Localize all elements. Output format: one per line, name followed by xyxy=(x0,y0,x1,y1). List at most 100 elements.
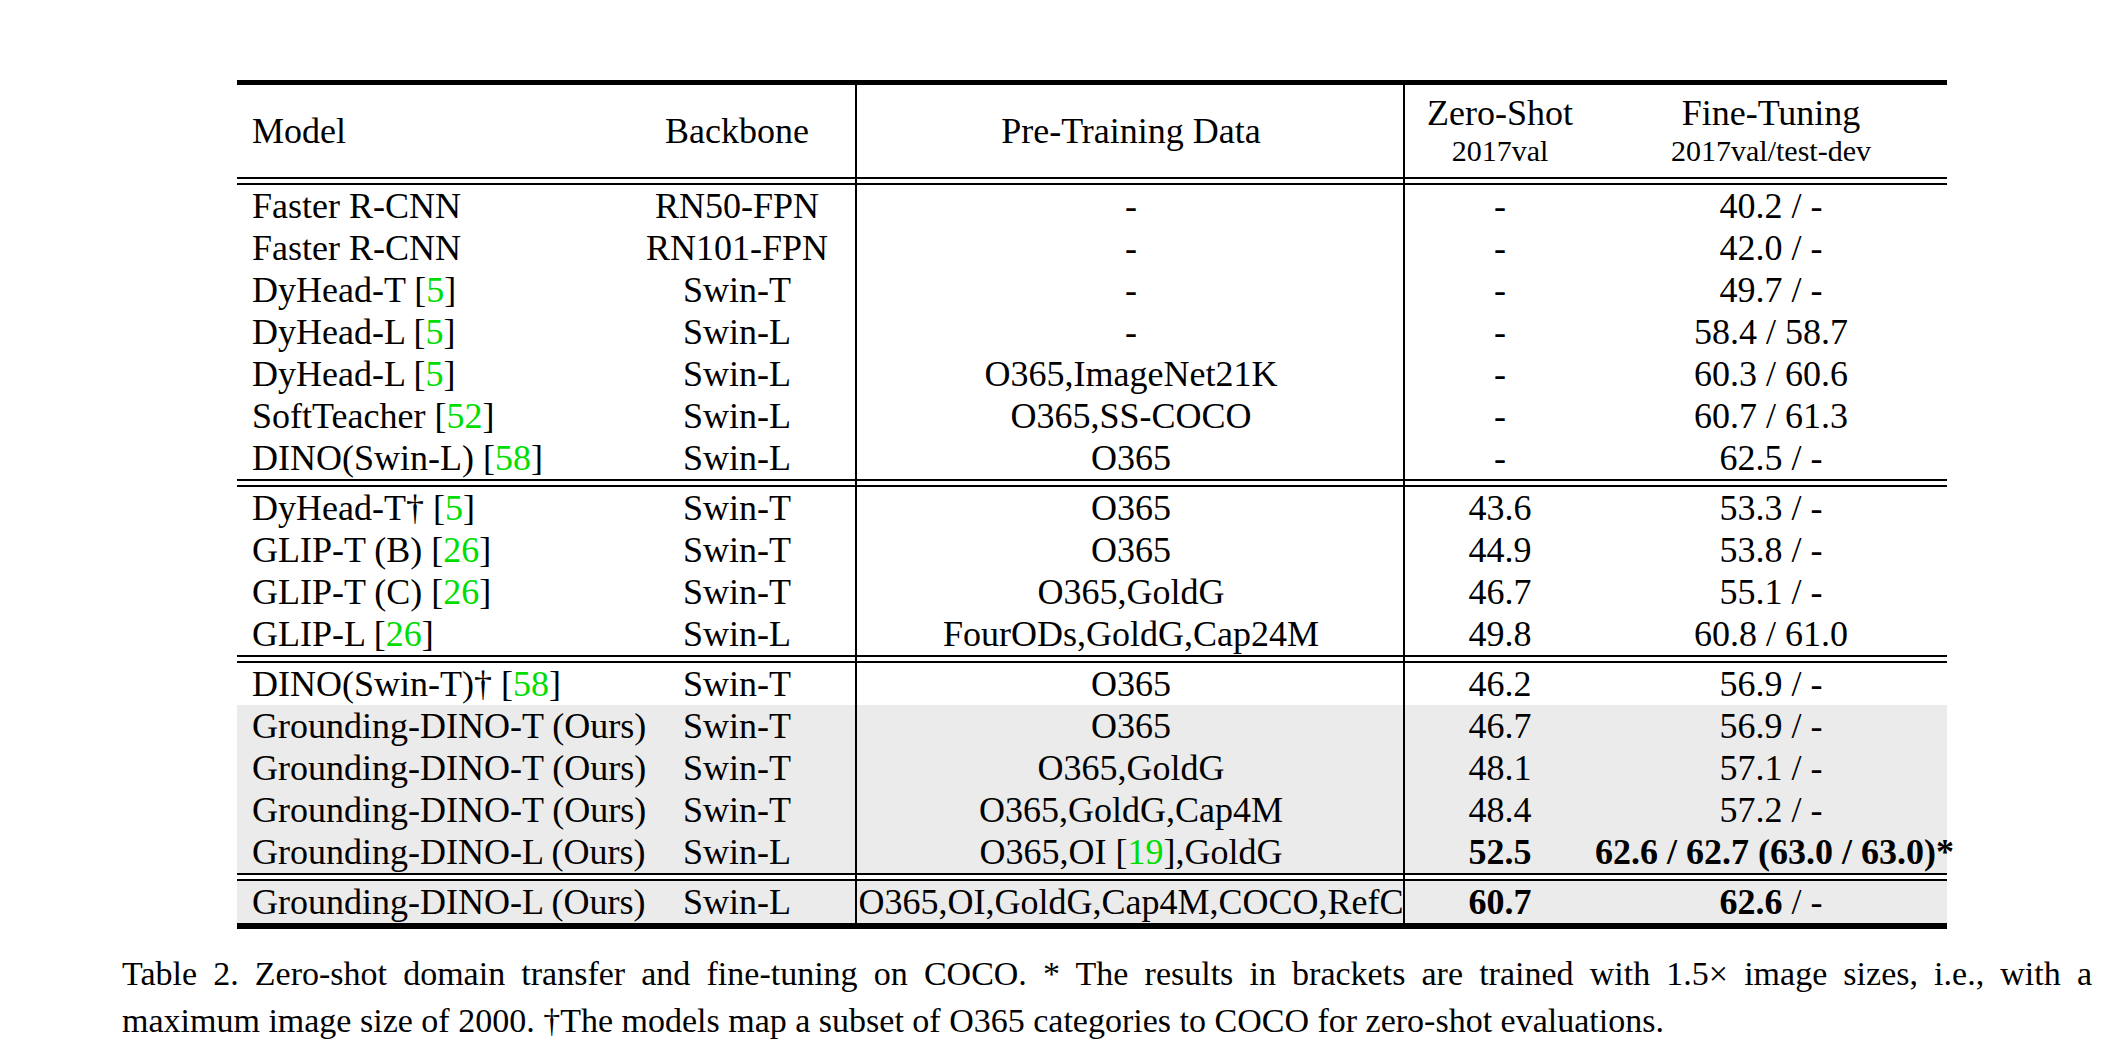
cell-zero-shot: 46.2 xyxy=(1405,663,1595,705)
cell-pretraining-data: - xyxy=(857,311,1405,353)
results-table: Model Backbone Pre-Training Data Zero-Sh… xyxy=(237,80,1947,929)
cell-zero-shot: - xyxy=(1405,269,1595,311)
cell-zero-shot: 48.1 xyxy=(1405,747,1595,789)
zero-shot-subtitle: 2017val xyxy=(1452,134,1549,169)
cell-backbone: Swin-T xyxy=(617,705,857,747)
cell-zero-shot: - xyxy=(1405,227,1595,269)
column-header-backbone: Backbone xyxy=(617,85,857,177)
cell-fine-tuning: 60.3 / 60.6 xyxy=(1595,353,1947,395)
cell-backbone: Swin-T xyxy=(617,747,857,789)
cell-model: DyHead-L [5] xyxy=(237,311,617,353)
citation-link[interactable]: 52 xyxy=(446,396,482,436)
table-row: Grounding-DINO-L (Ours)Swin-LO365,OI,Gol… xyxy=(237,881,1947,923)
cell-pretraining-data: - xyxy=(857,185,1405,227)
cell-zero-shot: 48.4 xyxy=(1405,789,1595,831)
cell-fine-tuning: 56.9 / - xyxy=(1595,663,1947,705)
cell-zero-shot: 43.6 xyxy=(1405,487,1595,529)
cell-zero-shot: 46.7 xyxy=(1405,571,1595,613)
cell-pretraining-data: O365 xyxy=(857,663,1405,705)
table-bottom-rule xyxy=(237,923,1947,929)
cell-fine-tuning: 62.6 / - xyxy=(1595,881,1947,923)
cell-backbone: Swin-T xyxy=(617,487,857,529)
cell-zero-shot: 46.7 xyxy=(1405,705,1595,747)
table-row: DyHead-L [5]Swin-LO365,ImageNet21K-60.3 … xyxy=(237,353,1947,395)
cell-backbone: Swin-T xyxy=(617,663,857,705)
citation-link[interactable]: 26 xyxy=(386,614,422,654)
cell-zero-shot: - xyxy=(1405,395,1595,437)
cell-model: Grounding-DINO-L (Ours) xyxy=(237,831,617,873)
cell-zero-shot: 49.8 xyxy=(1405,613,1595,655)
cell-pretraining-data: O365,OI,GoldG,Cap4M,COCO,RefC xyxy=(857,881,1405,923)
table-block: Grounding-DINO-L (Ours)Swin-LO365,OI,Gol… xyxy=(237,881,1947,923)
cell-fine-tuning: 53.3 / - xyxy=(1595,487,1947,529)
column-header-pretraining-data: Pre-Training Data xyxy=(857,85,1405,177)
cell-zero-shot: 44.9 xyxy=(1405,529,1595,571)
citation-link[interactable]: 5 xyxy=(445,488,463,528)
table-block: Faster R-CNNRN50-FPN--40.2 / -Faster R-C… xyxy=(237,185,1947,479)
block-separator-rule xyxy=(237,655,1947,663)
cell-pretraining-data: O365 xyxy=(857,529,1405,571)
citation-link[interactable]: 58 xyxy=(495,438,531,478)
column-header-model: Model xyxy=(237,85,617,177)
cell-model: SoftTeacher [52] xyxy=(237,395,617,437)
caption-line-1: Table 2. Zero-shot domain transfer and f… xyxy=(122,950,2092,997)
cell-backbone: RN50-FPN xyxy=(617,185,857,227)
cell-fine-tuning: 40.2 / - xyxy=(1595,185,1947,227)
cell-backbone: Swin-T xyxy=(617,571,857,613)
table-row: SoftTeacher [52]Swin-LO365,SS-COCO-60.7 … xyxy=(237,395,1947,437)
cell-backbone: Swin-T xyxy=(617,789,857,831)
table-body: Faster R-CNNRN50-FPN--40.2 / -Faster R-C… xyxy=(237,185,1947,923)
cell-fine-tuning: 53.8 / - xyxy=(1595,529,1947,571)
column-header-zero-shot: Zero-Shot 2017val xyxy=(1405,85,1595,177)
table-row: DyHead-T† [5]Swin-TO36543.653.3 / - xyxy=(237,487,1947,529)
table-row: GLIP-L [26]Swin-LFourODs,GoldG,Cap24M49.… xyxy=(237,613,1947,655)
cell-fine-tuning: 56.9 / - xyxy=(1595,705,1947,747)
cell-zero-shot: 60.7 xyxy=(1405,881,1595,923)
cell-model: GLIP-T (B) [26] xyxy=(237,529,617,571)
table-row: Grounding-DINO-T (Ours)Swin-TO365,GoldG4… xyxy=(237,747,1947,789)
cell-fine-tuning: 60.8 / 61.0 xyxy=(1595,613,1947,655)
cell-fine-tuning: 62.5 / - xyxy=(1595,437,1947,479)
block-separator-rule xyxy=(237,873,1947,881)
cell-model: DyHead-L [5] xyxy=(237,353,617,395)
cell-model: Grounding-DINO-L (Ours) xyxy=(237,881,617,923)
table-row: GLIP-T (B) [26]Swin-TO36544.953.8 / - xyxy=(237,529,1947,571)
table-row: Faster R-CNNRN50-FPN--40.2 / - xyxy=(237,185,1947,227)
cell-model: Faster R-CNN xyxy=(237,227,617,269)
citation-link[interactable]: 19 xyxy=(1127,832,1163,872)
citation-link[interactable]: 5 xyxy=(426,270,444,310)
cell-pretraining-data: O365 xyxy=(857,705,1405,747)
cell-model: Faster R-CNN xyxy=(237,185,617,227)
cell-pretraining-data: O365,GoldG xyxy=(857,571,1405,613)
cell-pretraining-data: O365,GoldG,Cap4M xyxy=(857,789,1405,831)
cell-zero-shot: - xyxy=(1405,353,1595,395)
cell-model: DyHead-T [5] xyxy=(237,269,617,311)
cell-model: Grounding-DINO-T (Ours) xyxy=(237,789,617,831)
cell-backbone: Swin-T xyxy=(617,529,857,571)
cell-model: Grounding-DINO-T (Ours) xyxy=(237,705,617,747)
citation-link[interactable]: 26 xyxy=(443,530,479,570)
fine-tuning-subtitle: 2017val/test-dev xyxy=(1671,134,1871,169)
cell-zero-shot: - xyxy=(1405,185,1595,227)
cell-backbone: Swin-L xyxy=(617,353,857,395)
table-row: DINO(Swin-T)† [58]Swin-TO36546.256.9 / - xyxy=(237,663,1947,705)
citation-link[interactable]: 5 xyxy=(426,312,444,352)
cell-backbone: Swin-T xyxy=(617,269,857,311)
table-block: DINO(Swin-T)† [58]Swin-TO36546.256.9 / -… xyxy=(237,663,1947,873)
cell-fine-tuning: 62.6 / 62.7 (63.0 / 63.0)* xyxy=(1595,831,1947,873)
table-block: DyHead-T† [5]Swin-TO36543.653.3 / -GLIP-… xyxy=(237,487,1947,655)
cell-fine-tuning: 58.4 / 58.7 xyxy=(1595,311,1947,353)
cell-fine-tuning: 49.7 / - xyxy=(1595,269,1947,311)
table-row: Grounding-DINO-T (Ours)Swin-TO36546.756.… xyxy=(237,705,1947,747)
citation-link[interactable]: 5 xyxy=(426,354,444,394)
cell-backbone: Swin-L xyxy=(617,311,857,353)
cell-backbone: Swin-L xyxy=(617,395,857,437)
cell-backbone: Swin-L xyxy=(617,881,857,923)
citation-link[interactable]: 58 xyxy=(513,664,549,704)
block-separator-rule xyxy=(237,479,1947,487)
cell-fine-tuning: 57.2 / - xyxy=(1595,789,1947,831)
table-row: DyHead-T [5]Swin-T--49.7 / - xyxy=(237,269,1947,311)
table-row: GLIP-T (C) [26]Swin-TO365,GoldG46.755.1 … xyxy=(237,571,1947,613)
citation-link[interactable]: 26 xyxy=(443,572,479,612)
cell-model: DINO(Swin-T)† [58] xyxy=(237,663,617,705)
